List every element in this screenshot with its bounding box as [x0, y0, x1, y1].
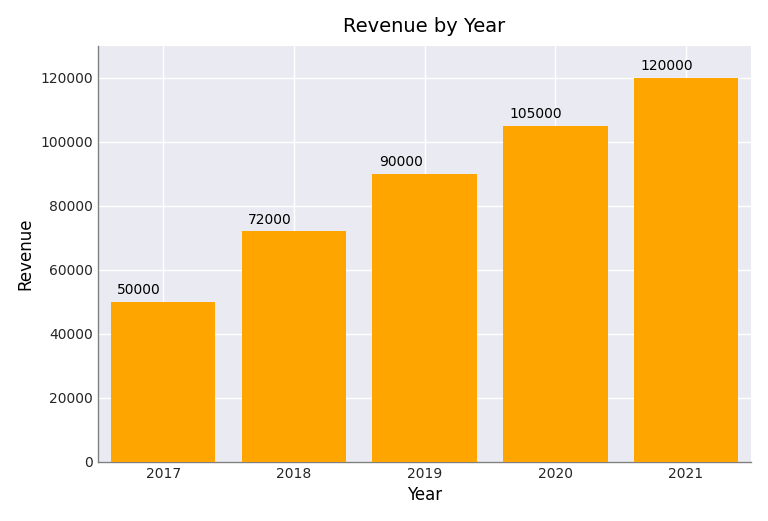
- Text: 72000: 72000: [248, 213, 292, 227]
- Text: 90000: 90000: [379, 155, 422, 169]
- Bar: [372, 173, 477, 462]
- Text: 105000: 105000: [509, 107, 562, 121]
- Text: 50000: 50000: [118, 283, 161, 297]
- Text: 120000: 120000: [641, 59, 693, 73]
- Title: Revenue by Year: Revenue by Year: [343, 17, 505, 35]
- Bar: [503, 126, 607, 462]
- X-axis label: Year: Year: [407, 486, 442, 504]
- Bar: [634, 78, 738, 462]
- Bar: [111, 302, 215, 462]
- Y-axis label: Revenue: Revenue: [17, 217, 35, 290]
- Bar: [241, 231, 346, 462]
